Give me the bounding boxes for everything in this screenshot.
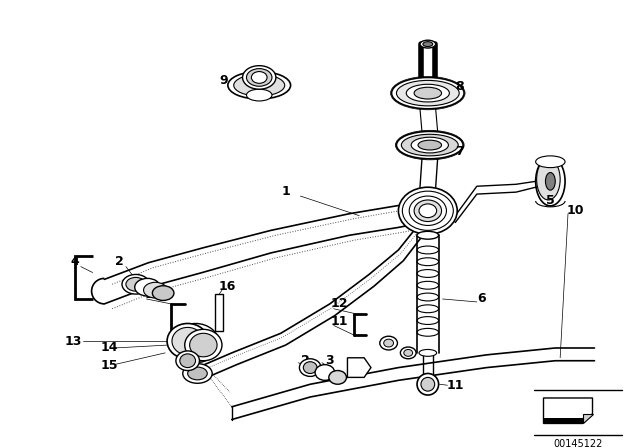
Ellipse shape <box>135 278 160 296</box>
Ellipse shape <box>176 351 200 370</box>
Text: 13: 13 <box>64 335 82 348</box>
Ellipse shape <box>414 87 442 99</box>
Ellipse shape <box>421 377 435 391</box>
Ellipse shape <box>536 157 565 206</box>
Text: 5: 5 <box>546 194 555 207</box>
Polygon shape <box>543 418 582 423</box>
Ellipse shape <box>329 370 346 384</box>
Text: 14: 14 <box>100 341 118 354</box>
Ellipse shape <box>414 200 442 221</box>
Text: 12: 12 <box>145 288 162 301</box>
Ellipse shape <box>406 84 449 102</box>
Ellipse shape <box>143 282 167 298</box>
Ellipse shape <box>228 72 291 99</box>
Text: 3: 3 <box>326 354 334 367</box>
Text: 7: 7 <box>455 146 463 159</box>
Polygon shape <box>348 358 371 377</box>
Text: 11: 11 <box>447 379 464 392</box>
Text: 9: 9 <box>220 74 228 87</box>
Ellipse shape <box>246 89 272 101</box>
Ellipse shape <box>396 131 463 159</box>
Ellipse shape <box>399 187 457 234</box>
Ellipse shape <box>545 172 556 190</box>
Text: 15: 15 <box>100 359 118 372</box>
Ellipse shape <box>189 333 217 357</box>
Ellipse shape <box>417 374 438 395</box>
Ellipse shape <box>122 275 149 294</box>
Ellipse shape <box>234 74 285 96</box>
Ellipse shape <box>300 359 321 376</box>
Ellipse shape <box>315 365 335 380</box>
Ellipse shape <box>185 329 222 361</box>
Ellipse shape <box>403 191 453 230</box>
Ellipse shape <box>183 364 212 383</box>
Text: 10: 10 <box>566 204 584 217</box>
Ellipse shape <box>180 354 195 368</box>
Ellipse shape <box>172 327 204 355</box>
Ellipse shape <box>188 367 207 380</box>
Ellipse shape <box>303 362 317 374</box>
Polygon shape <box>582 414 593 423</box>
Ellipse shape <box>401 347 416 359</box>
Ellipse shape <box>419 349 436 356</box>
Text: 6: 6 <box>477 293 486 306</box>
Polygon shape <box>215 294 223 332</box>
Ellipse shape <box>423 42 433 47</box>
Ellipse shape <box>243 66 276 89</box>
Ellipse shape <box>126 277 145 291</box>
Text: 16: 16 <box>218 280 236 293</box>
Ellipse shape <box>418 140 442 150</box>
Ellipse shape <box>392 78 464 109</box>
Text: 12: 12 <box>331 297 348 310</box>
Ellipse shape <box>417 231 438 239</box>
Polygon shape <box>543 398 593 423</box>
Text: 00145122: 00145122 <box>553 439 602 448</box>
Text: 8: 8 <box>455 80 463 93</box>
Ellipse shape <box>167 323 208 359</box>
Ellipse shape <box>401 134 458 156</box>
Ellipse shape <box>246 69 272 86</box>
Ellipse shape <box>396 80 459 106</box>
Ellipse shape <box>420 40 436 48</box>
Ellipse shape <box>411 137 449 153</box>
Ellipse shape <box>404 349 413 356</box>
Text: 4: 4 <box>70 255 79 268</box>
Ellipse shape <box>380 336 397 350</box>
Ellipse shape <box>252 72 267 83</box>
Text: 11: 11 <box>331 315 348 328</box>
Ellipse shape <box>152 286 174 301</box>
Ellipse shape <box>419 204 436 218</box>
Ellipse shape <box>536 156 565 168</box>
Text: 2: 2 <box>301 354 310 367</box>
Ellipse shape <box>536 159 560 200</box>
Ellipse shape <box>384 339 394 347</box>
Ellipse shape <box>409 196 447 225</box>
Text: 2: 2 <box>115 255 124 268</box>
Text: 1: 1 <box>282 185 290 198</box>
